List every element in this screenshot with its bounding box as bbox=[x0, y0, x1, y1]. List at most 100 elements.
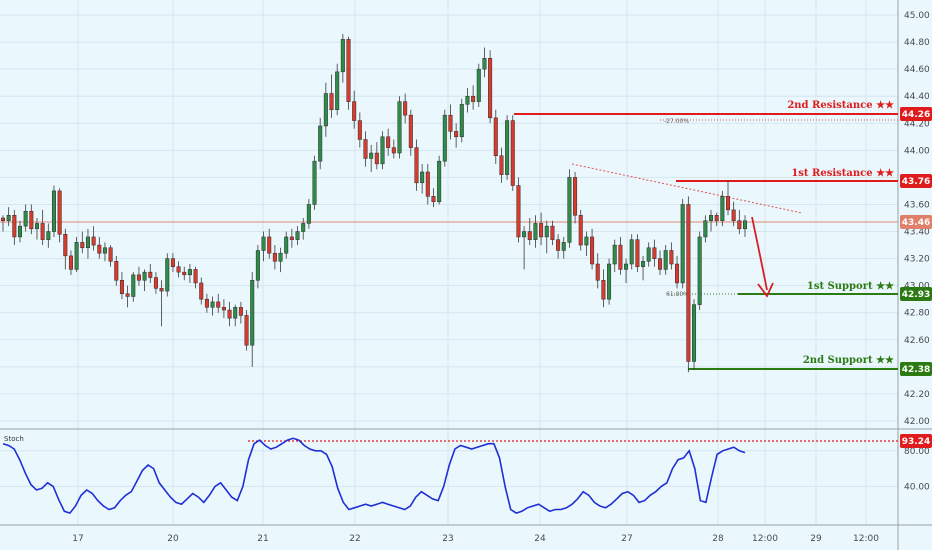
candle bbox=[737, 209, 742, 235]
svg-text:42.93: 42.93 bbox=[902, 290, 930, 300]
candle bbox=[510, 115, 515, 191]
candle bbox=[403, 93, 408, 124]
candle bbox=[539, 212, 544, 246]
candle bbox=[425, 163, 430, 205]
candle bbox=[318, 117, 323, 170]
stoch-title: Stoch bbox=[4, 435, 24, 443]
time-tick-label: 29 bbox=[810, 534, 822, 544]
candle bbox=[601, 269, 606, 308]
candle bbox=[216, 293, 221, 313]
candle bbox=[91, 226, 96, 251]
svg-text:44.26: 44.26 bbox=[902, 110, 930, 120]
candle bbox=[567, 169, 572, 248]
candle bbox=[29, 204, 34, 235]
svg-text:43.76: 43.76 bbox=[902, 177, 930, 187]
candle bbox=[731, 201, 736, 227]
price-tick-label: 44.40 bbox=[904, 92, 930, 102]
drawings: -27.00% 61.80% 2nd Resistance ★★ 1st Res… bbox=[0, 100, 898, 370]
candle bbox=[352, 90, 357, 129]
time-axis: 17 20 21 22 23 24 27 28 12:00 29 12:00 bbox=[72, 534, 879, 544]
candle bbox=[391, 139, 396, 159]
candle bbox=[499, 147, 504, 183]
candle bbox=[170, 253, 175, 273]
stoch-grid bbox=[0, 450, 898, 487]
candle bbox=[658, 250, 663, 275]
candle bbox=[340, 33, 345, 83]
candle bbox=[272, 245, 277, 270]
candle bbox=[68, 250, 73, 275]
candle bbox=[176, 261, 181, 278]
candle bbox=[97, 236, 102, 259]
time-tick-label: 12:00 bbox=[752, 534, 778, 544]
candle bbox=[114, 255, 119, 286]
second-support-tag: 42.38 bbox=[900, 362, 932, 376]
candle bbox=[57, 188, 62, 243]
candle bbox=[142, 269, 147, 292]
candle bbox=[267, 228, 272, 259]
candle bbox=[556, 234, 561, 259]
candle bbox=[561, 236, 566, 259]
descending-trendline bbox=[571, 163, 803, 214]
candle bbox=[131, 272, 136, 302]
time-tick-label: 21 bbox=[257, 534, 268, 544]
candle bbox=[6, 207, 11, 227]
candle bbox=[312, 155, 317, 210]
candle bbox=[612, 239, 617, 273]
candle bbox=[363, 131, 368, 167]
candle bbox=[709, 209, 714, 232]
price-tick-label: 44.00 bbox=[904, 146, 930, 156]
candle bbox=[675, 255, 680, 289]
time-tick-label: 24 bbox=[534, 534, 546, 544]
candle bbox=[482, 47, 487, 78]
stoch-tick-label: 40.00 bbox=[904, 482, 930, 492]
fib-retracement-label: 61.80% bbox=[666, 291, 689, 298]
candle bbox=[459, 98, 464, 143]
candle bbox=[148, 264, 153, 283]
candle bbox=[703, 215, 708, 243]
candle bbox=[301, 218, 306, 240]
candle bbox=[697, 231, 702, 311]
second-resistance-tag: 44.26 bbox=[900, 107, 932, 121]
candle bbox=[573, 171, 578, 224]
stoch-value-tag: 93.24 bbox=[900, 434, 932, 448]
price-tick-label: 42.20 bbox=[904, 390, 930, 400]
candle bbox=[289, 228, 294, 248]
candle bbox=[17, 220, 22, 243]
candle bbox=[80, 231, 85, 254]
candle bbox=[522, 226, 527, 270]
candle bbox=[323, 82, 328, 137]
candle bbox=[40, 209, 45, 246]
candle bbox=[635, 234, 640, 273]
second-resistance-label: 2nd Resistance ★★ bbox=[787, 100, 894, 111]
candle bbox=[646, 242, 651, 267]
candle bbox=[329, 74, 334, 118]
candle bbox=[720, 190, 725, 227]
stoch-pane bbox=[2, 437, 746, 515]
candle bbox=[742, 215, 748, 237]
candle bbox=[165, 253, 170, 297]
fib-extension-label: -27.00% bbox=[664, 118, 689, 125]
candle bbox=[102, 242, 107, 262]
candle bbox=[238, 301, 243, 324]
candle bbox=[204, 293, 209, 313]
candle bbox=[652, 239, 657, 267]
second-support-label: 2nd Support ★★ bbox=[803, 355, 894, 366]
candle bbox=[357, 112, 362, 148]
candle bbox=[641, 255, 646, 281]
time-tick-label: 17 bbox=[72, 534, 83, 544]
candle bbox=[493, 109, 498, 164]
candle bbox=[527, 218, 532, 246]
candle bbox=[692, 299, 697, 370]
price-tick-label: 42.00 bbox=[904, 417, 930, 427]
candle bbox=[199, 277, 204, 305]
price-tick-label: 43.00 bbox=[904, 282, 930, 292]
candle bbox=[386, 128, 391, 156]
candle bbox=[476, 63, 481, 108]
candle bbox=[182, 266, 187, 281]
price-tick-label: 42.60 bbox=[904, 336, 930, 346]
price-grid bbox=[0, 0, 898, 525]
candle bbox=[136, 266, 141, 286]
candle bbox=[221, 299, 226, 319]
candle bbox=[471, 85, 476, 110]
candle bbox=[210, 296, 215, 316]
